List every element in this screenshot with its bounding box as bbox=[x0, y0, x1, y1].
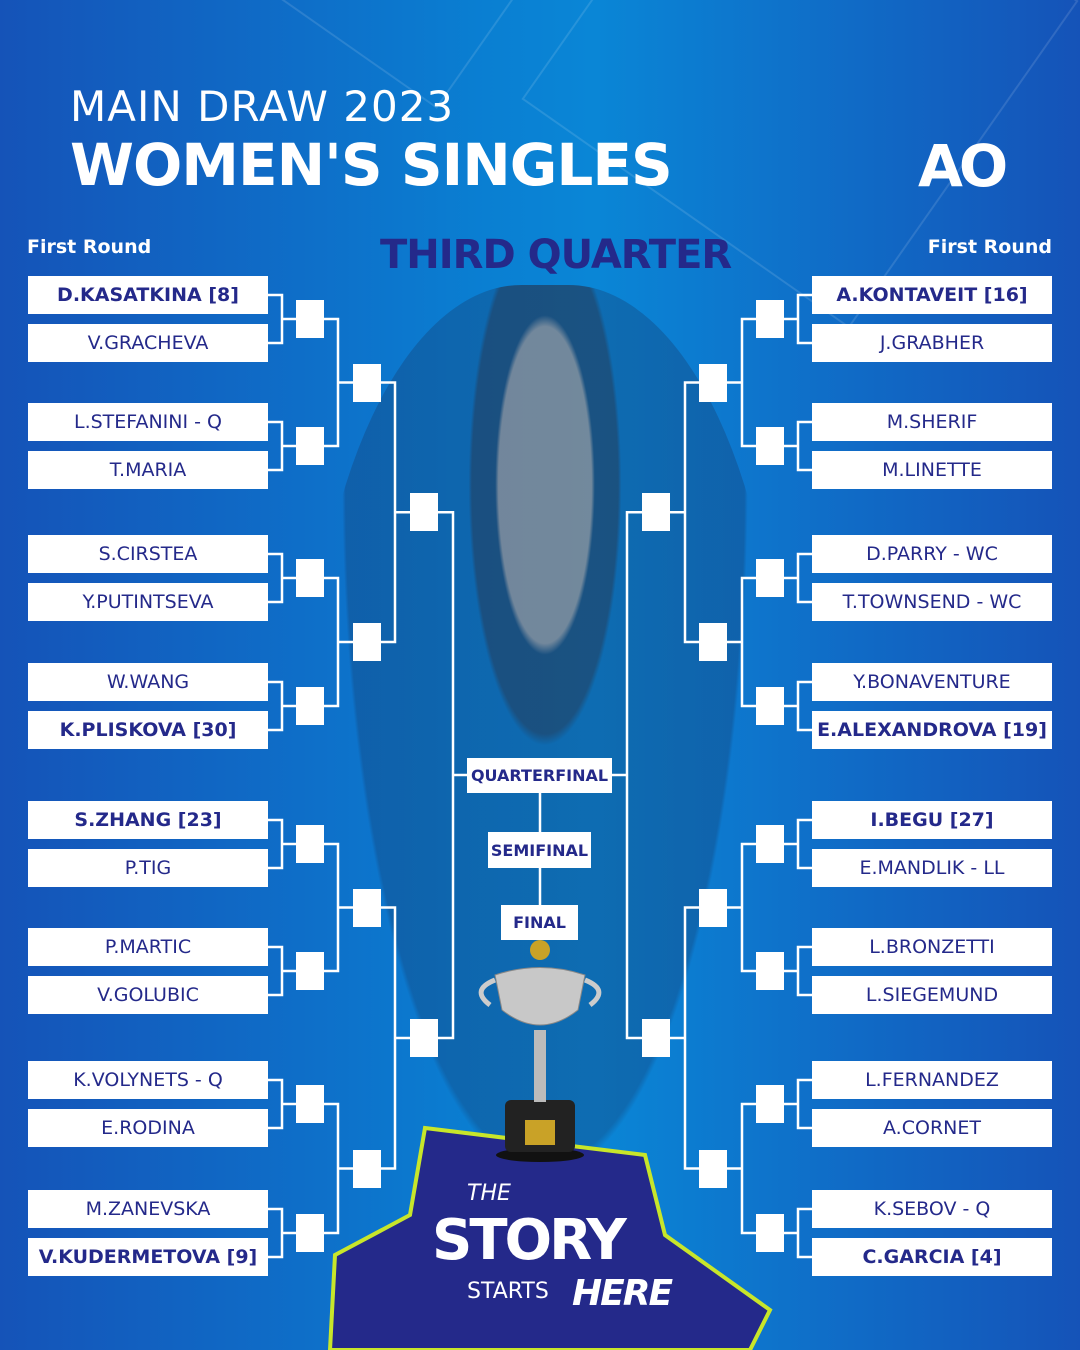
result-box bbox=[756, 952, 784, 990]
result-box bbox=[756, 687, 784, 725]
player-slot: L.BRONZETTI bbox=[812, 928, 1052, 966]
player-slot: I.BEGU [27] bbox=[812, 801, 1052, 839]
result-box bbox=[699, 888, 727, 927]
player-slot: M.LINETTE bbox=[812, 451, 1052, 489]
player-slot: V.GRACHEVA bbox=[28, 324, 268, 362]
final-label: FINAL bbox=[501, 905, 578, 940]
trophy-icon bbox=[478, 940, 602, 1162]
result-box bbox=[756, 559, 784, 597]
player-slot: L.FERNANDEZ bbox=[812, 1061, 1052, 1099]
player-slot: S.ZHANG [23] bbox=[28, 801, 268, 839]
player-slot: D.KASATKINA [8] bbox=[28, 276, 268, 314]
player-slot: T.MARIA bbox=[28, 451, 268, 489]
player-slot: K.PLISKOVA [30] bbox=[28, 711, 268, 749]
player-slot: E.ALEXANDROVA [19] bbox=[812, 711, 1052, 749]
player-slot: M.SHERIF bbox=[812, 403, 1052, 441]
result-box bbox=[410, 1019, 438, 1057]
player-slot: E.MANDLIK - LL bbox=[812, 849, 1052, 887]
tagline-the: THE bbox=[467, 1181, 511, 1206]
player-slot: P.TIG bbox=[28, 849, 268, 887]
result-box bbox=[699, 623, 727, 661]
right-round-label: First Round bbox=[927, 236, 1052, 258]
result-box bbox=[756, 427, 784, 465]
tagline-story: STORY bbox=[432, 1208, 627, 1273]
result-box bbox=[642, 1019, 670, 1057]
section-title: THIRD QUARTER bbox=[380, 232, 732, 278]
player-slot: E.RODINA bbox=[28, 1109, 268, 1147]
result-box bbox=[353, 888, 381, 927]
result-box bbox=[353, 363, 381, 402]
result-box bbox=[353, 623, 381, 661]
page-title: WOMEN'S SINGLES bbox=[70, 131, 673, 199]
tagline-starts: STARTS bbox=[467, 1279, 549, 1304]
player-slot: Y.BONAVENTURE bbox=[812, 663, 1052, 701]
result-box bbox=[296, 300, 324, 338]
result-box bbox=[296, 559, 324, 597]
player-slot: D.PARRY - WC bbox=[812, 535, 1052, 573]
tagline-here: HERE bbox=[572, 1273, 673, 1314]
result-box bbox=[756, 1085, 784, 1123]
player-slot: V.KUDERMETOVA [9] bbox=[28, 1238, 268, 1276]
player-slot: Y.PUTINTSEVA bbox=[28, 583, 268, 621]
result-box bbox=[699, 1149, 727, 1188]
result-box bbox=[642, 493, 670, 532]
result-box bbox=[296, 427, 324, 465]
result-box bbox=[756, 1214, 784, 1252]
player-slot: A.KONTAVEIT [16] bbox=[812, 276, 1052, 314]
result-box bbox=[410, 493, 438, 532]
semifinal-label: SEMIFINAL bbox=[488, 832, 591, 868]
result-box bbox=[756, 825, 784, 863]
result-box bbox=[296, 825, 324, 863]
player-slot: W.WANG bbox=[28, 663, 268, 701]
left-round-label: First Round bbox=[27, 236, 152, 258]
player-slot: P.MARTIC bbox=[28, 928, 268, 966]
player-slot: V.GOLUBIC bbox=[28, 976, 268, 1014]
result-box bbox=[296, 952, 324, 990]
player-slot: S.CIRSTEA bbox=[28, 535, 268, 573]
player-slot: J.GRABHER bbox=[812, 324, 1052, 362]
result-box bbox=[296, 1214, 324, 1252]
result-box bbox=[296, 1085, 324, 1123]
result-box bbox=[756, 300, 784, 338]
player-slot: K.SEBOV - Q bbox=[812, 1190, 1052, 1228]
result-box bbox=[353, 1149, 381, 1188]
player-slot: A.CORNET bbox=[812, 1109, 1052, 1147]
player-slot: L.STEFANINI - Q bbox=[28, 403, 268, 441]
player-slot: M.ZANEVSKA bbox=[28, 1190, 268, 1228]
player-slot: L.SIEGEMUND bbox=[812, 976, 1052, 1014]
player-slot: C.GARCIA [4] bbox=[812, 1238, 1052, 1276]
ao-logo: AO bbox=[918, 132, 1008, 200]
subtitle: MAIN DRAW 2023 bbox=[70, 82, 455, 131]
result-box bbox=[699, 363, 727, 402]
player-slot: T.TOWNSEND - WC bbox=[812, 583, 1052, 621]
quarterfinal-label: QUARTERFINAL bbox=[467, 758, 612, 793]
result-box bbox=[296, 687, 324, 725]
player-slot: K.VOLYNETS - Q bbox=[28, 1061, 268, 1099]
